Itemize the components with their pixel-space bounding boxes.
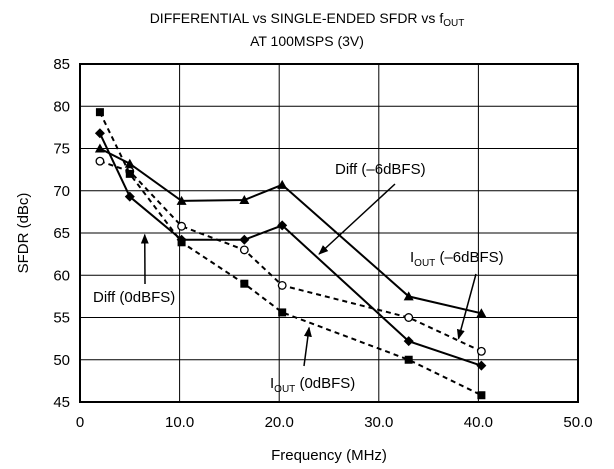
annotation-4: IOUT (0dBFS) xyxy=(270,326,355,395)
x-tick-label: 10.0 xyxy=(165,414,194,431)
triangle-marker xyxy=(277,179,288,189)
square-marker xyxy=(240,279,249,288)
annotation-2: Diff (0dBFS) xyxy=(93,233,175,306)
triangle-marker xyxy=(176,195,187,205)
plot-frame xyxy=(79,63,579,403)
y-axis-label: SFDR (dBc) xyxy=(15,193,32,274)
annotation-arrow xyxy=(456,273,477,340)
annotation-label: IOUT (–6dBFS) xyxy=(410,249,504,269)
y-tick-label: 55 xyxy=(53,310,70,327)
open-circle-marker xyxy=(95,156,105,166)
diamond-marker xyxy=(476,360,487,371)
diamond-marker xyxy=(124,191,135,202)
diamond-marker xyxy=(277,220,288,231)
annotation-arrow xyxy=(303,326,312,367)
triangle-marker xyxy=(124,158,135,168)
x-tick-label: 20.0 xyxy=(265,414,294,431)
triangle-marker xyxy=(239,195,250,205)
open-circle-marker xyxy=(177,221,187,231)
grid xyxy=(80,64,578,402)
x-tick-label: 0 xyxy=(76,414,84,431)
x-tick-label: 50.0 xyxy=(563,414,592,431)
triangle-marker xyxy=(476,308,487,318)
open-circle-marker xyxy=(277,280,287,290)
annotation-3: IOUT (–6dBFS) xyxy=(410,249,504,340)
series-1 xyxy=(94,143,487,318)
series-layer xyxy=(94,108,487,400)
annotation-layer: Diff (–6dBFS) Diff (0dBFS) IOUT (–6dBFS) IO… xyxy=(93,161,504,395)
y-tick-label: 60 xyxy=(53,267,70,284)
diamond-marker xyxy=(94,128,105,139)
y-tick-label: 45 xyxy=(53,394,70,411)
open-circle-marker xyxy=(476,346,486,356)
x-axis-label: Frequency (MHz) xyxy=(271,447,387,464)
y-tick-label: 80 xyxy=(53,98,70,115)
series-line xyxy=(99,160,482,353)
chart-title-line-2: AT 100MSPS (3V) xyxy=(250,33,364,49)
series-2 xyxy=(94,128,487,371)
y-tick-label: 65 xyxy=(53,225,70,242)
y-tick-label: 50 xyxy=(53,352,70,369)
square-marker xyxy=(404,355,413,364)
square-marker xyxy=(177,238,186,247)
series-line xyxy=(99,111,482,397)
annotation-label: Diff (–6dBFS) xyxy=(335,161,426,178)
open-circle-marker xyxy=(239,245,249,255)
annotation-label: Diff (0dBFS) xyxy=(93,289,175,306)
series-4 xyxy=(95,108,486,400)
diamond-marker xyxy=(239,234,250,245)
chart-title-subscript: OUT xyxy=(443,18,465,29)
annotation-1: Diff (–6dBFS) xyxy=(318,161,426,255)
diamond-marker xyxy=(403,336,414,347)
open-circle-marker xyxy=(404,313,414,322)
y-tick-label: 75 xyxy=(53,141,70,158)
triangle-marker xyxy=(94,143,105,153)
square-marker xyxy=(477,391,486,400)
square-marker xyxy=(95,108,104,117)
chart-title-text: DIFFERENTIAL vs SINGLE-ENDED SFDR vs f xyxy=(149,10,444,26)
annotation-label: IOUT (0dBFS) xyxy=(270,375,355,395)
x-tick-label: 30.0 xyxy=(364,414,393,431)
series-3 xyxy=(95,156,486,356)
y-tick-label: 70 xyxy=(53,183,70,200)
square-marker xyxy=(278,308,287,317)
annotation-arrow xyxy=(318,183,396,255)
y-tick-label: 85 xyxy=(53,56,70,73)
triangle-marker xyxy=(403,291,414,301)
square-marker xyxy=(125,169,134,178)
chart-title-line-1: DIFFERENTIAL vs SINGLE-ENDED SFDR vs fOU… xyxy=(0,10,614,29)
x-tick-label: 40.0 xyxy=(464,414,493,431)
axes: 0 10.0 20.0 30.0 40.0 50.0 45 50 55 60 65 70 75 80 85 F… xyxy=(15,56,593,464)
